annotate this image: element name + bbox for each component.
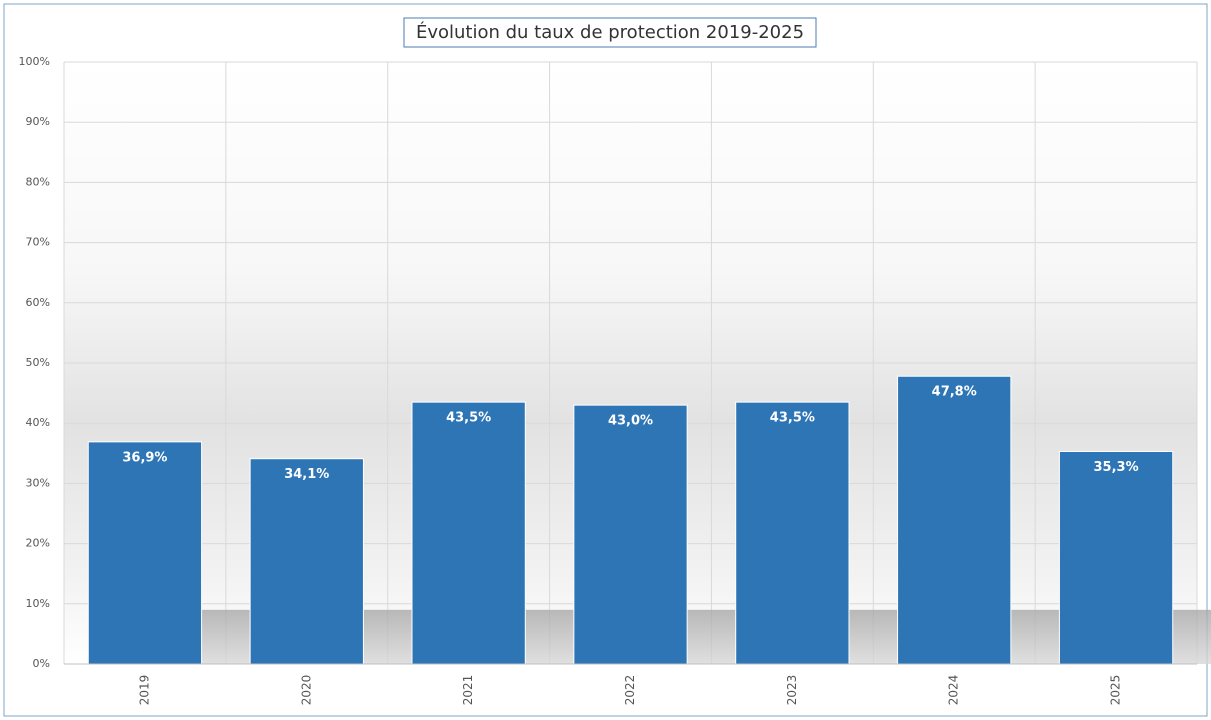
bar-shadow	[363, 609, 412, 664]
data-label: 35,3%	[1094, 460, 1139, 475]
y-tick-label: 100%	[19, 55, 50, 68]
y-tick-label: 70%	[26, 236, 50, 249]
x-tick-label: 2021	[461, 675, 475, 706]
x-tick-label: 2024	[947, 675, 961, 706]
bar	[573, 404, 688, 665]
x-tick-label: 2022	[623, 675, 637, 706]
y-tick-label: 40%	[26, 416, 50, 429]
chart-title: Évolution du taux de protection 2019-202…	[416, 21, 804, 43]
y-tick-label: 10%	[26, 597, 50, 610]
x-tick-label: 2019	[137, 675, 151, 706]
bar	[897, 375, 1012, 665]
title-box	[403, 17, 817, 48]
y-tick-label: 80%	[26, 175, 50, 188]
bar	[87, 441, 203, 665]
data-label: 43,0%	[608, 414, 653, 429]
bar-shadow	[525, 609, 574, 664]
bar-shadow	[1010, 609, 1060, 664]
y-tick-label: 30%	[26, 476, 50, 489]
data-label: 36,9%	[122, 450, 167, 465]
bar	[249, 458, 364, 665]
bar-shadow	[687, 609, 736, 664]
bar-shadow	[849, 609, 898, 664]
bar	[411, 401, 526, 665]
bar	[735, 401, 850, 665]
data-label: 43,5%	[446, 411, 491, 426]
data-label: 43,5%	[770, 411, 815, 426]
y-tick-label: 90%	[26, 115, 50, 128]
data-label: 47,8%	[932, 385, 977, 400]
y-tick-label: 60%	[26, 296, 50, 309]
y-tick-label: 50%	[26, 356, 50, 369]
x-tick-label: 2025	[1109, 675, 1123, 706]
x-tick-label: 2023	[785, 675, 799, 706]
y-tick-label: 0%	[33, 657, 50, 670]
bar-shadow	[201, 609, 251, 664]
bar	[1058, 450, 1174, 665]
y-tick-label: 20%	[26, 537, 50, 550]
bar-shadow	[1172, 609, 1211, 664]
data-label: 34,1%	[284, 467, 329, 482]
x-tick-label: 2020	[299, 675, 313, 706]
